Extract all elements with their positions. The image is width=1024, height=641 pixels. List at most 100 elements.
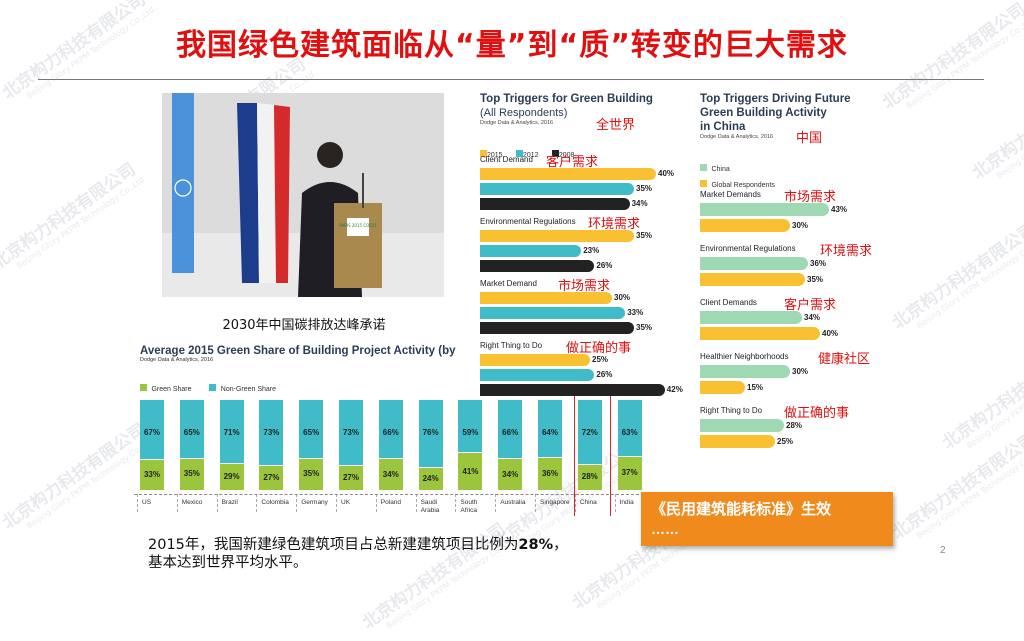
trigger-category: Client Demands: [700, 298, 757, 307]
non-green-bar: [617, 400, 642, 456]
triggers-china-title-3: in China: [700, 121, 746, 133]
triggers-china-header: Top Triggers Driving Future Green Buildi…: [700, 92, 900, 140]
trigger-bar-label: 30%: [614, 293, 631, 302]
green-share-source: Dodge Data & Analytics, 2016: [140, 357, 214, 363]
non-green-pct: 66%: [502, 428, 519, 437]
summary-line2: 基本达到世界平均水平。: [148, 555, 308, 571]
country-label: China: [579, 499, 597, 506]
green-pct: 27%: [263, 472, 280, 482]
summary-line1-a: 2015年，我国新建绿色建筑项目占总新建建筑项目比例为: [148, 537, 519, 553]
country-label: Australia: [500, 499, 526, 506]
summary-line1-bold: 28%: [518, 537, 554, 553]
green-pct: 35%: [303, 469, 320, 479]
green-pct: 34%: [382, 469, 399, 479]
trigger-category: Client Demand: [480, 155, 533, 164]
china-highlight: [573, 395, 611, 516]
non-green-bar: [378, 400, 403, 459]
trigger-bar-label: 25%: [777, 436, 794, 446]
trigger-bar: [480, 292, 612, 304]
green-bar: [259, 465, 284, 490]
legend-non-green-share: Non-Green Share: [220, 386, 277, 393]
green-pct: 41%: [462, 466, 479, 476]
trigger-bar: [480, 260, 595, 272]
green-bar: [140, 460, 164, 490]
green-share-legend: Green Share Non-Green Share: [140, 378, 276, 396]
country-label: Poland: [380, 499, 402, 506]
country-label: Colombia: [261, 499, 289, 506]
trigger-bar-label: 35%: [807, 274, 824, 284]
green-bar: [418, 468, 443, 490]
non-green-pct: 65%: [303, 428, 320, 437]
non-green-pct: 64%: [541, 428, 558, 437]
green-share-column: 66% 34%: [498, 400, 523, 490]
green-share-column: 66% 34%: [378, 400, 403, 490]
non-green-pct: 72%: [581, 428, 598, 437]
trigger-bar: [480, 245, 582, 257]
green-share-column: 73% 27%: [339, 400, 363, 490]
legend-global: Global Respondents: [711, 182, 775, 189]
standard-callout: 《民用建筑能耗标准》生效 ……: [641, 492, 893, 546]
column-divider: [137, 494, 138, 512]
non-green-bar: [577, 400, 602, 464]
country-label: Singapore: [540, 499, 570, 506]
non-green-bar: [219, 400, 244, 463]
trigger-bar-label: 40%: [822, 328, 839, 338]
trigger-bar-label: 35%: [636, 231, 653, 240]
trigger-bar: [480, 384, 665, 396]
green-bar: [179, 458, 204, 490]
green-bar: [458, 453, 483, 490]
green-bar: [378, 459, 403, 490]
trigger-bar-label: 34%: [631, 199, 648, 208]
triggers-all-title: Top Triggers for Green Building: [480, 93, 653, 105]
trigger-bar: [480, 183, 634, 195]
trigger-bar-label: 36%: [810, 258, 827, 268]
trigger-bar: [480, 307, 626, 319]
trigger-bar-label: 35%: [636, 184, 653, 193]
photo-caption: 2030年中国碳排放达峰承诺: [222, 318, 386, 333]
cop21-photo: PARIS 2015 COP21: [162, 93, 444, 297]
triggers-china-legend: China Global Respondents: [700, 160, 775, 192]
column-divider: [455, 494, 457, 512]
triggers-all-header: Top Triggers for Green Building (All Res…: [480, 92, 695, 126]
green-pct: 35%: [183, 469, 200, 479]
non-green-pct: 59%: [462, 428, 479, 437]
legend-2012: 2012: [522, 152, 539, 159]
green-share-title: Average 2015 Green Share of Building Pro…: [140, 345, 472, 363]
trigger-category: Market Demands: [700, 190, 761, 199]
column-divider: [336, 494, 337, 512]
trigger-bar-label: 25%: [592, 355, 609, 364]
green-pct: 28%: [581, 472, 598, 482]
green-share-column: 73% 27%: [259, 400, 284, 490]
trigger-bar: [700, 273, 805, 286]
non-green-pct: 63%: [621, 428, 638, 437]
green-share-column: 72% 28%: [577, 400, 602, 490]
non-green-bar: [418, 400, 443, 468]
trigger-bar: [700, 365, 790, 378]
non-green-bar: [299, 400, 324, 458]
non-green-bar: [339, 400, 363, 465]
trigger-category-cn: 市场需求: [784, 190, 837, 205]
non-green-pct: 66%: [382, 428, 399, 437]
green-share-column: 76% 24%: [418, 400, 443, 490]
trigger-bar-label: 28%: [786, 420, 803, 430]
green-bar: [538, 457, 562, 490]
trigger-category: Right Thing to Do: [480, 341, 543, 350]
green-share-column: 59% 41%: [458, 400, 483, 490]
non-green-bar: [140, 400, 164, 460]
legend-2008: 2008: [558, 152, 575, 159]
column-divider: [614, 494, 616, 512]
non-green-bar: [498, 400, 523, 459]
trigger-category-cn: 市场需求: [558, 279, 611, 294]
trigger-category: Right Thing to Do: [700, 406, 763, 415]
trigger-category-cn: 环境需求: [820, 244, 873, 259]
callout-line2: ……: [651, 521, 679, 537]
trigger-bar: [480, 198, 630, 210]
non-green-bar: [538, 400, 562, 457]
triggers-all-chart: Client Demand 客户需求 40% 35% 34% Environmental …: [480, 155, 683, 396]
label-world: 全世界: [596, 118, 636, 133]
column-divider: [495, 494, 497, 512]
green-share-column: 67% 33%: [140, 400, 164, 490]
green-bar: [339, 465, 363, 490]
green-pct: 27%: [342, 472, 359, 482]
